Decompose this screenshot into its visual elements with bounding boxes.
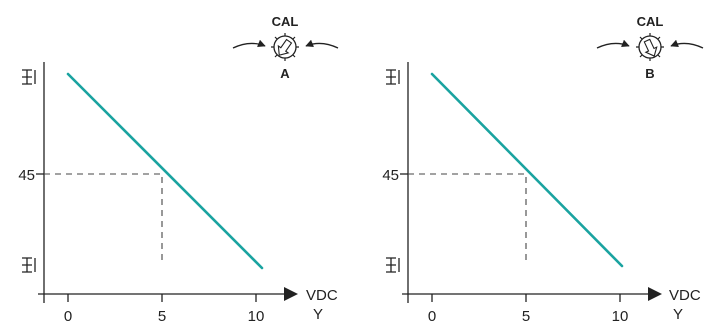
x-tick-label-5: 5 (158, 308, 166, 325)
cal-label: CAL (272, 14, 299, 29)
x-tick-label-10: 10 (612, 308, 629, 325)
dial-pointer-icon (277, 38, 293, 56)
x-tick-label-10: 10 (248, 308, 265, 325)
dial-letter: B (645, 66, 654, 81)
cal-dial-a: CAL A (232, 14, 339, 81)
x-unit-label: VDC (306, 287, 338, 304)
transfer-line (430, 72, 624, 268)
x-variable-label: Y (313, 306, 323, 323)
rotate-arrow-right-icon (305, 39, 339, 49)
guide-lines (408, 173, 527, 262)
rotate-arrow-left-icon (596, 39, 630, 49)
rotate-arrow-right-icon (670, 39, 704, 49)
cal-label: CAL (637, 14, 664, 29)
x-axis-arrowhead (648, 287, 662, 301)
guide-lines (44, 173, 163, 262)
x-axis-arrowhead (284, 287, 298, 301)
lower-limit-symbol (386, 257, 400, 273)
y-tick-label-45: 45 (382, 167, 399, 184)
dial-letter: A (280, 66, 290, 81)
y-tick-label-45: 45 (18, 167, 35, 184)
dial-pointer-icon (643, 38, 658, 57)
chart-b: 45 0 5 10 VDC Y CAL B (382, 14, 704, 325)
upper-limit-symbol (22, 69, 36, 85)
rotate-arrow-left-icon (232, 39, 266, 49)
x-tick-label-5: 5 (522, 308, 530, 325)
lower-limit-symbol (22, 257, 36, 273)
cal-dial-b: CAL B (596, 14, 704, 81)
x-tick-label-0: 0 (64, 308, 72, 325)
x-unit-label: VDC (669, 287, 701, 304)
x-tick-label-0: 0 (428, 308, 436, 325)
chart-a: 45 0 5 10 VDC Y CAL (18, 14, 339, 325)
x-variable-label: Y (673, 306, 683, 323)
upper-limit-symbol (386, 69, 400, 85)
transfer-line (66, 72, 264, 270)
